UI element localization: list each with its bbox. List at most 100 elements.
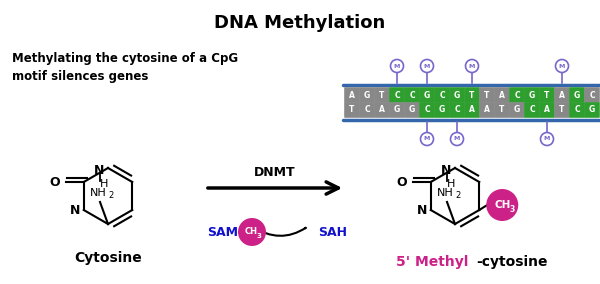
Text: C: C bbox=[394, 91, 400, 99]
Text: G: G bbox=[394, 105, 400, 114]
Text: M: M bbox=[424, 64, 430, 68]
Text: A: A bbox=[499, 91, 505, 99]
Text: T: T bbox=[349, 105, 355, 114]
Text: SAM: SAM bbox=[207, 225, 238, 239]
Text: G: G bbox=[409, 105, 415, 114]
FancyBboxPatch shape bbox=[494, 87, 510, 103]
Text: T: T bbox=[469, 91, 475, 99]
Circle shape bbox=[391, 60, 404, 72]
Text: 2: 2 bbox=[108, 191, 113, 200]
Text: G: G bbox=[514, 105, 520, 114]
Text: M: M bbox=[424, 137, 430, 141]
FancyBboxPatch shape bbox=[359, 102, 375, 118]
Text: A: A bbox=[469, 105, 475, 114]
Text: N: N bbox=[94, 164, 104, 178]
FancyBboxPatch shape bbox=[389, 87, 405, 103]
Text: M: M bbox=[469, 64, 475, 68]
Text: 3: 3 bbox=[509, 206, 515, 214]
FancyBboxPatch shape bbox=[539, 102, 555, 118]
FancyBboxPatch shape bbox=[569, 87, 585, 103]
FancyBboxPatch shape bbox=[404, 87, 420, 103]
Text: DNMT: DNMT bbox=[254, 166, 296, 179]
FancyBboxPatch shape bbox=[509, 102, 525, 118]
FancyBboxPatch shape bbox=[464, 87, 480, 103]
Circle shape bbox=[238, 218, 266, 246]
FancyBboxPatch shape bbox=[524, 102, 540, 118]
Text: M: M bbox=[454, 137, 460, 141]
Text: G: G bbox=[424, 91, 430, 99]
FancyBboxPatch shape bbox=[419, 87, 435, 103]
Text: C: C bbox=[439, 91, 445, 99]
Text: C: C bbox=[424, 105, 430, 114]
FancyBboxPatch shape bbox=[374, 87, 390, 103]
Text: Methylating the cytosine of a CpG
motif silences genes: Methylating the cytosine of a CpG motif … bbox=[12, 52, 238, 83]
Text: G: G bbox=[439, 105, 445, 114]
Text: C: C bbox=[529, 105, 535, 114]
Text: 3: 3 bbox=[257, 233, 262, 239]
Text: DNA Methylation: DNA Methylation bbox=[214, 14, 386, 32]
Text: Cytosine: Cytosine bbox=[74, 251, 142, 265]
FancyArrowPatch shape bbox=[253, 227, 306, 236]
Text: A: A bbox=[544, 105, 550, 114]
FancyBboxPatch shape bbox=[509, 87, 525, 103]
FancyBboxPatch shape bbox=[464, 102, 480, 118]
Text: C: C bbox=[454, 105, 460, 114]
Text: G: G bbox=[529, 91, 535, 99]
Text: O: O bbox=[396, 176, 407, 189]
FancyBboxPatch shape bbox=[449, 102, 465, 118]
FancyBboxPatch shape bbox=[494, 102, 510, 118]
FancyBboxPatch shape bbox=[479, 87, 495, 103]
Text: H: H bbox=[100, 179, 108, 189]
Text: C: C bbox=[574, 105, 580, 114]
FancyBboxPatch shape bbox=[479, 102, 495, 118]
Circle shape bbox=[451, 133, 464, 145]
Circle shape bbox=[421, 60, 433, 72]
Text: T: T bbox=[559, 105, 565, 114]
FancyBboxPatch shape bbox=[434, 87, 450, 103]
Text: A: A bbox=[349, 91, 355, 99]
Text: T: T bbox=[499, 105, 505, 114]
FancyBboxPatch shape bbox=[584, 87, 600, 103]
Text: T: T bbox=[484, 91, 490, 99]
Text: G: G bbox=[589, 105, 595, 114]
Text: A: A bbox=[379, 105, 385, 114]
FancyBboxPatch shape bbox=[389, 102, 405, 118]
Circle shape bbox=[556, 60, 569, 72]
FancyBboxPatch shape bbox=[344, 87, 360, 103]
Text: CH: CH bbox=[494, 200, 511, 210]
Circle shape bbox=[486, 189, 518, 221]
Text: -cytosine: -cytosine bbox=[476, 255, 548, 269]
Text: C: C bbox=[589, 91, 595, 99]
Text: C: C bbox=[364, 105, 370, 114]
Text: G: G bbox=[574, 91, 580, 99]
FancyBboxPatch shape bbox=[584, 102, 600, 118]
FancyBboxPatch shape bbox=[419, 102, 435, 118]
Text: T: T bbox=[379, 91, 385, 99]
Text: A: A bbox=[559, 91, 565, 99]
Text: C: C bbox=[514, 91, 520, 99]
Circle shape bbox=[421, 133, 433, 145]
Text: CH: CH bbox=[245, 227, 257, 237]
Text: G: G bbox=[454, 91, 460, 99]
Text: O: O bbox=[49, 176, 60, 189]
Text: 2: 2 bbox=[455, 191, 460, 200]
Circle shape bbox=[541, 133, 554, 145]
Text: C: C bbox=[409, 91, 415, 99]
Text: M: M bbox=[544, 137, 550, 141]
FancyBboxPatch shape bbox=[359, 87, 375, 103]
Text: N: N bbox=[440, 164, 451, 178]
FancyBboxPatch shape bbox=[374, 102, 390, 118]
Text: G: G bbox=[364, 91, 370, 99]
FancyBboxPatch shape bbox=[554, 87, 570, 103]
FancyBboxPatch shape bbox=[554, 102, 570, 118]
Text: A: A bbox=[484, 105, 490, 114]
Circle shape bbox=[466, 60, 479, 72]
FancyBboxPatch shape bbox=[434, 102, 450, 118]
Text: H: H bbox=[447, 179, 455, 189]
FancyBboxPatch shape bbox=[449, 87, 465, 103]
Text: T: T bbox=[544, 91, 550, 99]
Text: NH: NH bbox=[89, 188, 106, 198]
FancyBboxPatch shape bbox=[539, 87, 555, 103]
FancyBboxPatch shape bbox=[344, 102, 360, 118]
Text: N: N bbox=[70, 204, 80, 216]
